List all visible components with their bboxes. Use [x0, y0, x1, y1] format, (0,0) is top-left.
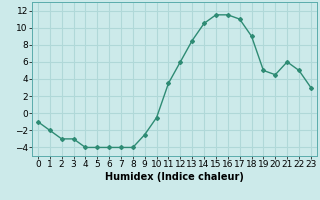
X-axis label: Humidex (Indice chaleur): Humidex (Indice chaleur) — [105, 172, 244, 182]
